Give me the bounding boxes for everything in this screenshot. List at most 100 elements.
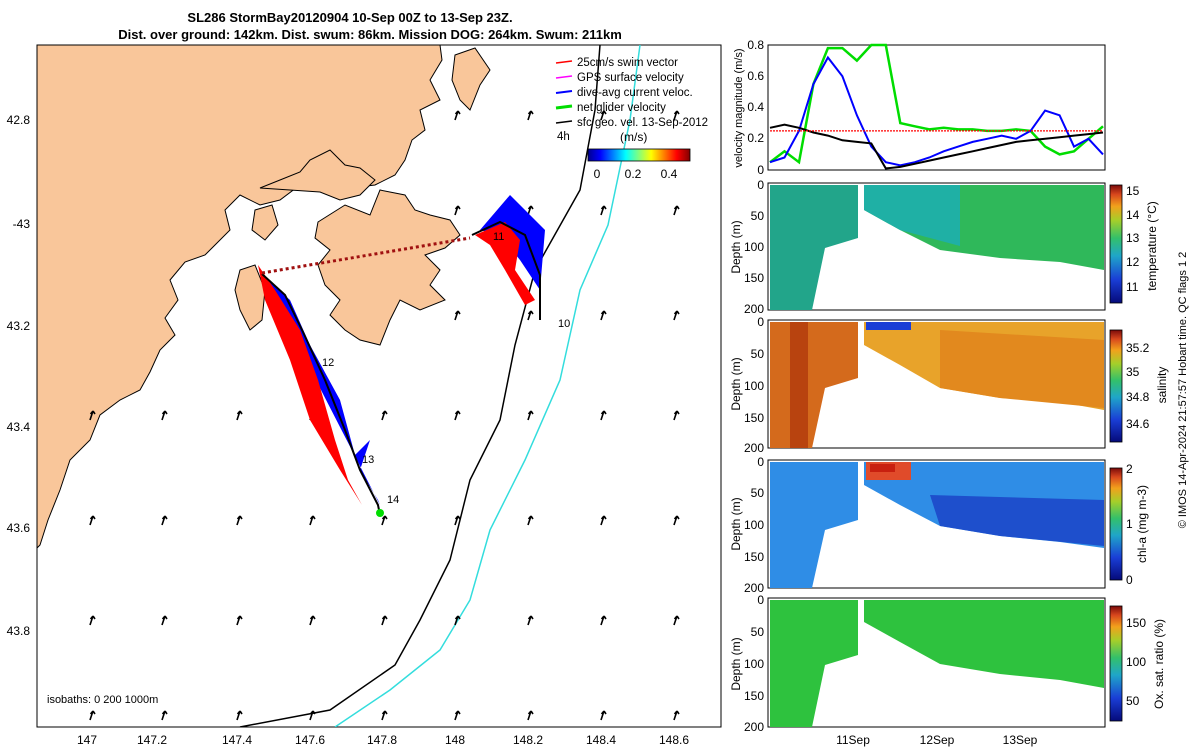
geo-arrow	[673, 515, 680, 526]
geo-arrow	[673, 205, 680, 216]
oxygen-colorbar	[1109, 605, 1123, 722]
land-masses	[37, 45, 491, 549]
oxygen-panel: 0 50 100 150 200 Depth (m) 50 100 150 Ox…	[729, 593, 1166, 747]
chl-cbar-tick-1: 1	[1126, 517, 1133, 531]
speed-cbar-tick-0: 0	[594, 167, 601, 181]
map-y-ticks: 42.8 -43 43.2 43.4 43.6 43.8	[7, 113, 31, 638]
isobath-1000m	[334, 45, 641, 727]
ox-ytick-2: 100	[744, 657, 764, 671]
map-xtick-7: 148.4	[586, 733, 616, 747]
net-glider-velocity-line	[261, 273, 381, 516]
chl-ytick-2: 100	[744, 518, 764, 532]
geo-arrow	[527, 615, 534, 626]
temp-cbar-tick-3: 14	[1126, 208, 1140, 222]
oxygen-section-pre	[770, 600, 858, 727]
map-legend: 25cm/s swim vector GPS surface velocity …	[555, 57, 708, 181]
geo-arrow	[89, 615, 96, 626]
day-label-10: 10	[558, 318, 570, 330]
legend-geo-velocity: sfc geo. vel. 13-Sep-2012	[577, 117, 708, 129]
vel-ytick-0: 0	[757, 163, 764, 177]
time-xtick-1: 12Sep	[920, 733, 955, 747]
geo-arrow	[454, 410, 461, 421]
chl-ytick-0: 0	[757, 455, 764, 469]
map-xtick-3: 147.6	[295, 733, 325, 747]
geo-arrow	[527, 410, 534, 421]
vel-ytick-1: 0.2	[747, 131, 764, 145]
geo-arrow	[454, 110, 461, 121]
temp-ytick-1: 50	[751, 209, 765, 223]
temp-ytick-2: 100	[744, 240, 764, 254]
map-xtick-8: 148.6	[659, 733, 689, 747]
map-ytick-4: 43.6	[7, 521, 31, 535]
geo-arrow	[161, 515, 168, 526]
geo-arrow	[600, 205, 607, 216]
map-ytick-2: 43.2	[7, 319, 31, 333]
speed-cbar-tick-2: 0.4	[661, 167, 678, 181]
map-xtick-2: 147.4	[222, 733, 252, 747]
geo-arrow	[381, 410, 388, 421]
temp-ytick-4: 200	[744, 302, 764, 316]
geo-arrow	[89, 515, 96, 526]
geo-arrow	[236, 615, 243, 626]
geo-arrow	[381, 615, 388, 626]
chl-ytick-4: 200	[744, 581, 764, 595]
geo-arrow	[161, 710, 168, 721]
map-xtick-4: 147.8	[367, 733, 397, 747]
map-xtick-1: 147.2	[137, 733, 167, 747]
geo-arrow	[381, 515, 388, 526]
chla-panel: 0 50 100 150 200 Depth (m) 0 1 2 chl-a (…	[729, 455, 1149, 595]
chart-title: SL286 StormBay20120904 10-Sep 00Z to 13-…	[187, 10, 513, 25]
geo-arrow	[89, 710, 96, 721]
sal-cbar-tick-3: 35.2	[1126, 341, 1150, 355]
temp-cbar-tick-4: 15	[1126, 184, 1140, 198]
map-ytick-3: 43.4	[7, 420, 31, 434]
day-label-12: 12	[322, 357, 334, 369]
tasman-peninsula-land	[314, 189, 461, 346]
temp-cbar-label: temperature (°C)	[1145, 201, 1159, 291]
isobaths-label: isobaths: 0 200 1000m	[47, 694, 158, 706]
ox-ytick-1: 50	[751, 625, 765, 639]
geo-arrow	[673, 410, 680, 421]
geo-arrow	[600, 515, 607, 526]
ox-cbar-label: Ox. sat. ratio (%)	[1152, 619, 1166, 709]
geo-arrow	[309, 515, 316, 526]
ox-ylabel: Depth (m)	[729, 637, 743, 690]
sal-ytick-4: 200	[744, 441, 764, 455]
geo-arrow	[527, 110, 534, 121]
speed-cbar-tick-1: 0.2	[625, 167, 642, 181]
geo-arrow	[89, 410, 96, 421]
speed-colorbar-label: (m/s)	[620, 130, 647, 144]
swim-vector-trace	[258, 222, 535, 505]
legend-swim-vector: 25cm/s swim vector	[577, 57, 678, 69]
salinity-colorbar	[1109, 329, 1123, 443]
vel-ytick-4: 0.8	[747, 38, 764, 52]
net-glider-end	[376, 509, 384, 517]
geo-arrow	[673, 615, 680, 626]
oxygen-section-post	[864, 600, 1104, 688]
temp-ytick-3: 150	[744, 271, 764, 285]
map-ytick-5: 43.8	[7, 624, 31, 638]
map-ytick-0: 42.8	[7, 113, 31, 127]
temperature-section-pre	[770, 185, 858, 310]
geo-arrow	[309, 615, 316, 626]
geo-arrow	[527, 515, 534, 526]
map-xtick-6: 148.2	[513, 733, 543, 747]
chla-colorbar	[1109, 467, 1123, 581]
speed-colorbar-note: 4h	[557, 131, 570, 143]
geo-arrow	[600, 310, 607, 321]
offshore-track-line	[471, 220, 541, 320]
velocity-series-line-2	[769, 123, 1104, 170]
north-island-land	[451, 47, 491, 111]
surface-transit-dots	[261, 236, 471, 275]
chl-ytick-1: 50	[751, 486, 765, 500]
velocity-panel: 0.8 0.6 0.4 0.2 0 velocity magnitude (m/…	[733, 38, 1106, 177]
sal-ytick-3: 150	[744, 411, 764, 425]
temp-cbar-tick-2: 13	[1126, 231, 1140, 245]
geo-arrow	[527, 710, 534, 721]
geo-arrow	[600, 615, 607, 626]
chl-ytick-3: 150	[744, 550, 764, 564]
salinity-panel: 0 50 100 150 200 Depth (m) 34.6 34.8 35 …	[729, 315, 1169, 455]
time-xtick-0: 11Sep	[836, 733, 870, 747]
geo-arrow	[673, 110, 680, 121]
